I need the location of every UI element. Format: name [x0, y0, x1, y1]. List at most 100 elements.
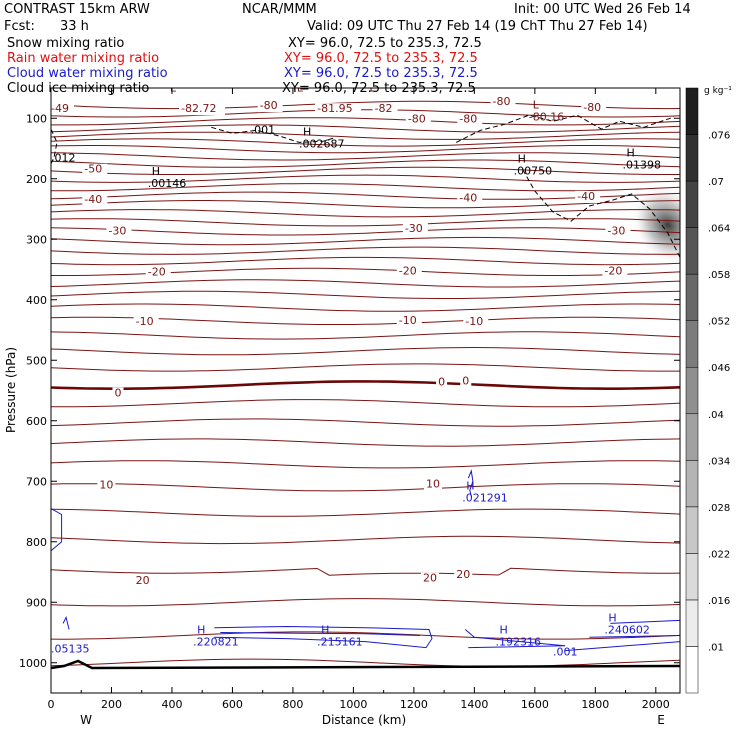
temperature-contour-line [51, 200, 680, 209]
temperature-contour-label: -80 [408, 112, 426, 125]
contour-label-bg [51, 103, 74, 116]
temperature-contours [51, 100, 680, 667]
temperature-contour-line [51, 227, 680, 236]
temperature-contour-label: -30 [108, 224, 126, 237]
extremum-marker: H [321, 623, 329, 636]
contour-label-bg [423, 478, 442, 491]
temperature-contour-line [51, 438, 680, 447]
temperature-contour-line [51, 331, 680, 340]
temperature-contour-line [51, 191, 680, 200]
extremum-marker: L [297, 81, 304, 94]
extremum-value: .002687 [299, 137, 345, 150]
init-time: Init: 00 UTC Wed 26 Feb 14 [514, 2, 691, 17]
contour-label-bg [372, 103, 398, 116]
terrain-line [51, 659, 680, 670]
temperature-contour-label: 10 [99, 479, 113, 492]
fcst-value: 33 h [60, 19, 89, 34]
contour-label-bg [315, 103, 362, 116]
temperature-contour-line [51, 145, 680, 154]
temperature-contour-line [51, 159, 680, 168]
temperature-contour-line [51, 183, 680, 192]
contour-label-bg [457, 113, 483, 126]
temperature-contour-label: -49 [51, 102, 69, 115]
x-axis-east-label: E [657, 713, 665, 727]
y-tick-label: 300 [26, 233, 47, 246]
cloud-ice-shading [631, 185, 680, 265]
contour-label-bg [82, 163, 108, 176]
plot-area: -49 -82.72 -81.95 -82 -80 -80 -80 -80 -80 -50 -40 -… [51, 81, 680, 670]
temperature-contour-label: -40 [577, 190, 595, 203]
y-tick-label: 600 [26, 415, 47, 428]
temperature-contour-label: -10 [136, 315, 154, 328]
y-tick-label: 900 [26, 596, 47, 609]
temperature-contour-line [51, 236, 680, 246]
y-tick-label: 100 [26, 112, 47, 125]
extremum-value: .01398 [623, 159, 662, 172]
colorbar-segment [685, 320, 699, 368]
extremum-value: .240602 [604, 623, 650, 636]
y-tick-label: 700 [26, 475, 47, 488]
colorbar-label: .016 [708, 596, 730, 607]
cloud-water-contour [51, 508, 63, 552]
x-axis-west-label: W [80, 713, 92, 727]
temperature-contour-labels: -49 -82.72 -81.95 -82 -80 -80 -80 -80 -80 -50 -40 -… [51, 95, 631, 588]
temperature-contour-line [51, 166, 680, 175]
temperature-contour-label: 10 [426, 477, 440, 490]
x-tick-label: 0 [48, 698, 55, 711]
field-name-rain: Rain water mixing ratio [7, 51, 159, 66]
extremum-value: .215161 [317, 635, 363, 648]
temperature-contour-label: 0 [115, 387, 122, 400]
model-title: CONTRAST 15km ARW [4, 2, 150, 17]
x-tick-label: 800 [282, 698, 303, 711]
temperature-contour-label: -20 [604, 264, 622, 277]
extremum-marker: H [518, 153, 526, 166]
colorbar-segment [685, 460, 699, 508]
contour-label-bg [490, 95, 516, 108]
contour-label-bg [112, 387, 124, 400]
temperature-contour-label: 20 [136, 574, 150, 587]
x-tick-label: 400 [161, 698, 182, 711]
colorbar-label: .046 [708, 363, 730, 374]
temperature-contour-line [51, 267, 680, 276]
x-tick-label: 2000 [642, 698, 670, 711]
cloud-ice-contour [51, 128, 58, 164]
contour-label-bg [82, 193, 108, 206]
y-tick-label: 400 [26, 294, 47, 307]
colorbar-label: .034 [708, 456, 730, 467]
cloud-water-contour [220, 632, 420, 636]
temperature-contour-line [51, 256, 680, 266]
temperature-contour-label: -80 [459, 112, 477, 125]
temperature-contour-label: -30 [405, 222, 423, 235]
temperature-contour-line [51, 380, 680, 390]
x-tick-label: 1600 [521, 698, 549, 711]
colorbar-label: .022 [708, 549, 730, 560]
temperature-contour-line [51, 209, 680, 218]
extremum-value: .012 [51, 151, 76, 164]
temperature-contour-line [51, 346, 680, 356]
field-name-snow: Snow mixing ratio [7, 36, 124, 51]
temperature-contour-line [51, 418, 680, 427]
temperature-contour-label: 20 [423, 572, 437, 585]
x-tick-label: 1400 [460, 698, 488, 711]
contour-label-bg [402, 222, 428, 235]
y-tick-label: 200 [26, 173, 47, 186]
temperature-contour-line [51, 483, 680, 492]
extremum-value: .220821 [193, 635, 239, 648]
cloud-water-contour [62, 615, 70, 630]
contour-label-bg [396, 314, 422, 327]
cloud-water-contour [610, 619, 680, 624]
colorbar-segment [685, 646, 699, 694]
contour-label-bg [454, 569, 473, 582]
temperature-contour-line [51, 303, 680, 312]
temperature-contour-label: -82.72 [181, 102, 216, 115]
extremum-marker: L [533, 98, 540, 111]
temperature-contour-line [51, 279, 680, 288]
temperature-contour-line [51, 218, 680, 227]
extremum-value: .001 [251, 124, 276, 137]
cloud-water-contour [589, 635, 680, 638]
temperature-contour-label: -40 [84, 193, 102, 206]
y-axis-title: Pressure (hPa) [4, 347, 18, 433]
plot-frame [50, 87, 681, 694]
